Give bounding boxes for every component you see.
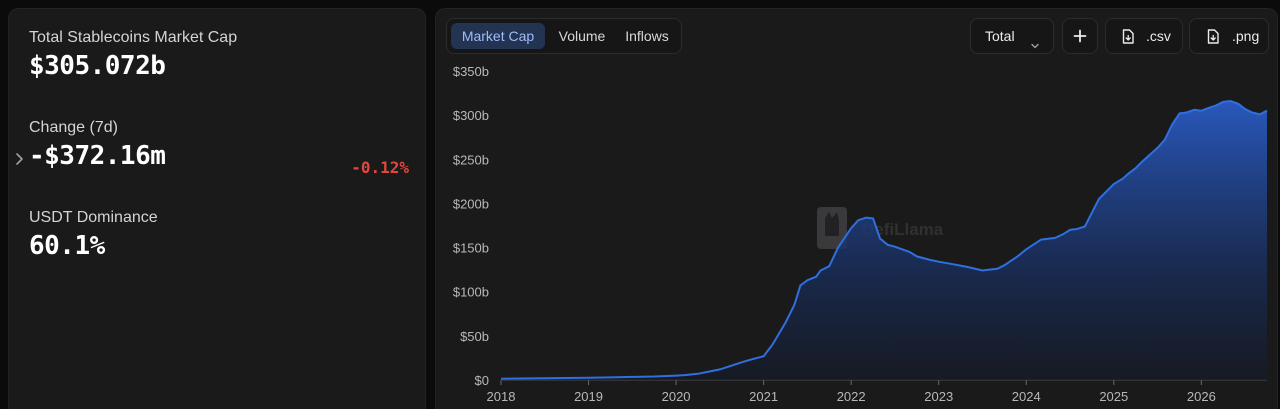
png-download-label: .png (1232, 28, 1260, 44)
y-tick-label: $300b (453, 108, 489, 123)
tab-volume[interactable]: Volume (558, 28, 606, 44)
x-tick-label: 2019 (574, 389, 603, 404)
total-select[interactable]: Total (970, 18, 1054, 54)
x-tick-label: 2021 (749, 389, 778, 404)
y-tick-label: $50b (460, 329, 489, 344)
market-cap-chart: DefiLlama $0 $50b $100b $150b $200b $250b $300… (453, 64, 1268, 404)
market-cap-area (501, 101, 1267, 380)
file-download-icon (1207, 29, 1219, 44)
defillama-watermark: DefiLlama (817, 207, 944, 249)
usdt-dominance-value: 60.1% (29, 231, 105, 261)
total-market-cap-value: $305.072b (29, 51, 166, 81)
x-tick-label: 2024 (1012, 389, 1041, 404)
total-market-cap-stat: Total Stablecoins Market Cap $305.072b (29, 29, 237, 81)
csv-download-button[interactable]: .csv (1105, 18, 1183, 54)
x-tick-label: 2020 (662, 389, 691, 404)
plus-icon (1073, 29, 1087, 43)
csv-download-label: .csv (1146, 28, 1171, 44)
change-7d-stat: Change (7d) -$372.16m -0.12% (29, 119, 409, 177)
market-cap-line (500, 99, 1268, 380)
usdt-dominance-stat: USDT Dominance 60.1% (29, 209, 158, 261)
total-market-cap-label: Total Stablecoins Market Cap (29, 29, 238, 46)
change-7d-label: Change (7d) (29, 119, 118, 136)
x-tick-label: 2022 (837, 389, 866, 404)
change-7d-value: -$372.16m (29, 141, 166, 171)
usdt-dominance-label: USDT Dominance (29, 209, 158, 226)
y-tick-label: $150b (453, 241, 489, 256)
y-tick-label: $0 (475, 373, 489, 388)
x-tick-label: 2023 (924, 389, 953, 404)
y-tick-label: $100b (453, 285, 489, 300)
chart-tabs: Market Cap Volume Inflows (446, 18, 682, 54)
chevron-right-icon[interactable] (12, 151, 28, 167)
watermark-text: DefiLlama (862, 220, 944, 239)
x-tick-label: 2018 (487, 389, 516, 404)
file-download-icon (1122, 29, 1134, 44)
summary-panel: Total Stablecoins Market Cap $305.072b C… (8, 8, 426, 409)
x-tick-label: 2025 (1099, 389, 1128, 404)
add-button[interactable] (1062, 18, 1098, 54)
tab-inflows[interactable]: Inflows (625, 28, 669, 44)
y-tick-label: $250b (453, 152, 489, 167)
tab-market-cap[interactable]: Market Cap (451, 23, 545, 49)
total-select-label: Total (985, 28, 1015, 44)
y-tick-label: $350b (453, 64, 489, 79)
y-tick-label: $200b (453, 196, 489, 211)
chevron-down-icon (1029, 30, 1041, 49)
png-download-button[interactable]: .png (1189, 18, 1269, 54)
change-7d-percent: -0.12% (351, 158, 409, 177)
x-tick-label: 2026 (1187, 389, 1216, 404)
